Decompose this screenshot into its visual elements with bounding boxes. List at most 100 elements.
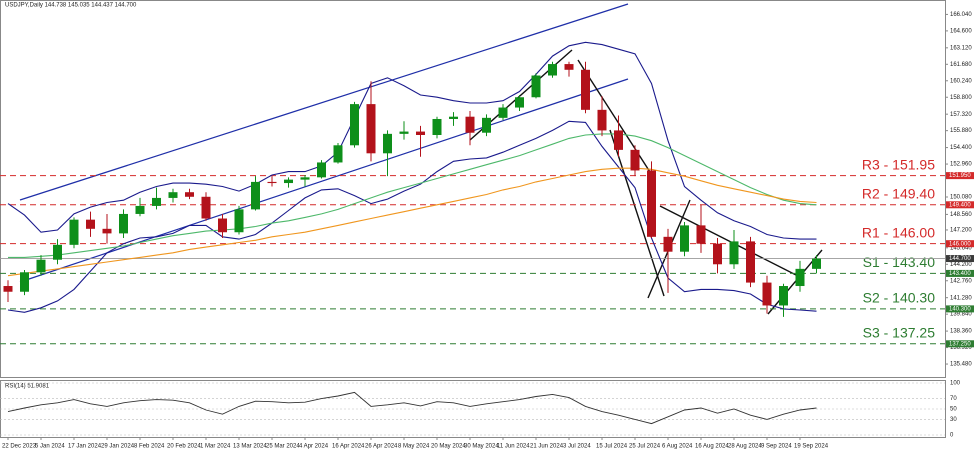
candle-body — [713, 243, 722, 265]
candle-body — [383, 133, 392, 154]
candle-body — [251, 181, 260, 210]
candle-body — [449, 116, 458, 119]
candle-body — [119, 213, 128, 234]
candle-body — [465, 116, 475, 133]
level-label: S1 - 143.40 — [863, 254, 936, 270]
indicator-line — [7, 41, 817, 240]
candle-body — [614, 130, 623, 150]
x-tick-label: 22 Dec 2023 — [2, 444, 37, 450]
y-tick-label: 0 — [950, 433, 954, 439]
y-tick-label: 163.120 — [950, 45, 972, 51]
candle-body — [102, 228, 112, 234]
candle-body — [20, 272, 29, 292]
candle-body — [432, 118, 442, 135]
level-price-box — [946, 269, 974, 277]
y-tick-label: 138.360 — [950, 329, 972, 335]
candle-body — [317, 162, 326, 178]
current-price-label: 144.700 — [949, 256, 971, 262]
candle-body — [795, 268, 805, 287]
candle-body — [746, 241, 755, 283]
candle-body — [548, 64, 557, 76]
y-tick-label: 150.080 — [950, 195, 972, 201]
level-price-box — [946, 172, 974, 180]
y-tick-label: 158.800 — [950, 95, 972, 101]
x-tick-label: 4 Apr 2024 — [299, 444, 329, 450]
candle-body — [3, 286, 13, 292]
x-tick-label: 3 Jul 2024 — [563, 444, 591, 450]
x-tick-label: 11 Jun 2024 — [497, 444, 530, 450]
candle-body — [201, 196, 211, 219]
chart-title: USDJPY,Daily 144.738 145.035 144.437 144… — [5, 3, 137, 9]
x-tick-label: 20 May 2024 — [431, 444, 466, 450]
level-price-box — [946, 340, 974, 348]
candle-body — [564, 64, 574, 70]
x-tick-label: 25 Mar 2024 — [266, 444, 300, 450]
level-price-label: 137.250 — [949, 341, 971, 347]
candle-body — [779, 286, 788, 306]
candle-body — [663, 236, 673, 252]
candle-body — [267, 181, 277, 184]
level-price-label: 151.950 — [949, 173, 971, 179]
y-tick-label: 30 — [950, 417, 957, 423]
candle-body — [515, 97, 524, 108]
candle-body — [581, 69, 590, 110]
x-tick-label: 15 Jul 2024 — [596, 444, 628, 450]
y-tick-label: 155.880 — [950, 128, 972, 134]
x-tick-label: 17 Jan 2024 — [68, 444, 102, 450]
y-tick-label: 145.640 — [950, 245, 972, 251]
candle-body — [812, 258, 821, 269]
level-price-box — [946, 305, 974, 313]
y-tick-label: 152.960 — [950, 162, 972, 168]
candle-body — [53, 244, 62, 260]
y-tick-label: 136.920 — [950, 345, 972, 351]
x-tick-label: 21 Jun 2024 — [530, 444, 564, 450]
current-price-box — [946, 255, 974, 263]
level-label: R2 - 149.40 — [862, 185, 935, 201]
y-tick-label: 148.560 — [950, 212, 972, 218]
x-tick-label: 20 Feb 2024 — [167, 444, 201, 450]
candle-body — [168, 192, 178, 198]
y-tick-label: 144.200 — [950, 262, 972, 268]
candle-body — [69, 219, 79, 245]
level-label: R3 - 151.95 — [862, 156, 935, 172]
candle-body — [647, 170, 656, 237]
candle-body — [152, 197, 161, 206]
candle-body — [729, 241, 739, 265]
indicator-line — [7, 120, 817, 313]
x-tick-label: 26 Apr 2024 — [365, 444, 398, 450]
channel — [19, 3, 629, 283]
y-tick-label: 160.240 — [950, 78, 972, 84]
level-price-box — [946, 201, 974, 209]
candle-body — [399, 131, 409, 134]
x-tick-label: 28 Aug 2024 — [728, 444, 762, 450]
indicator-line — [7, 167, 817, 277]
price-panel — [0, 0, 946, 378]
candle-body — [597, 109, 607, 131]
candle-body — [234, 209, 244, 233]
x-tick-label: 6 Aug 2024 — [662, 444, 693, 450]
x-tick-label: 1 Mar 2024 — [200, 444, 231, 450]
x-tick-label: 13 Mar 2024 — [233, 444, 267, 450]
y-tick-label: 100 — [950, 381, 961, 387]
x-tick-label: 8 Feb 2024 — [134, 444, 165, 450]
candle-body — [300, 177, 310, 180]
x-tick-label: 29 Jan 2024 — [101, 444, 135, 450]
candle-body — [416, 131, 425, 135]
x-tick-label: 9 Sep 2024 — [761, 444, 792, 450]
y-tick-label: 161.680 — [950, 62, 972, 68]
trend-lines — [469, 49, 823, 315]
y-tick-label: 154.400 — [950, 145, 972, 151]
x-tick-label: 16 Apr 2024 — [332, 444, 365, 450]
candle-body — [630, 149, 640, 171]
candle-body — [680, 225, 689, 252]
candle-body — [36, 259, 46, 273]
candle-body — [366, 104, 376, 154]
candle-body — [762, 282, 772, 306]
candle-body — [482, 117, 491, 133]
candle-body — [333, 145, 343, 163]
x-tick-label: 30 May 2024 — [464, 444, 499, 450]
candle-body — [284, 179, 293, 184]
x-tick-label: 25 Jul 2024 — [629, 444, 661, 450]
y-tick-label: 157.320 — [950, 112, 972, 118]
